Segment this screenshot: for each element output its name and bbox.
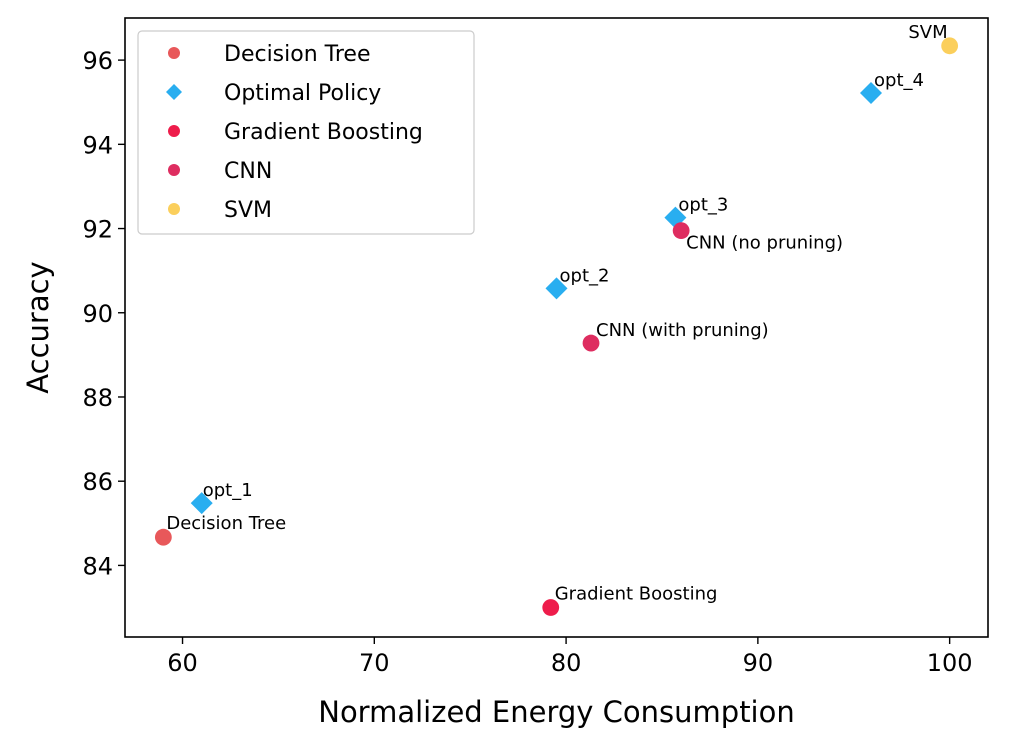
data-point [542, 599, 560, 616]
data-point [154, 528, 172, 546]
point-annotation: SVM [908, 22, 947, 43]
x-tick-label: 100 [927, 649, 973, 677]
data-point [941, 37, 959, 55]
legend-marker [166, 84, 182, 100]
plot-layer: Decision Tree opt_1 opt_2 opt_3 opt_4 Gradien… [124, 17, 989, 638]
y-axis-label: Accuracy [21, 261, 55, 393]
x-tick-label: 60 [167, 649, 198, 677]
y-tick-label: 94 [82, 131, 113, 159]
legend-entry: Decision Tree [224, 42, 371, 67]
y-tick-label: 90 [82, 300, 113, 328]
data-point [545, 277, 568, 300]
legend: Decision Tree Optimal Policy Gradient Boos… [137, 30, 475, 235]
data-point [860, 81, 883, 104]
legend-entry: CNN [224, 159, 272, 184]
data-point [582, 334, 600, 352]
ticks-layer: 60 70 80 90 100 84 86 88 90 92 94 96 [82, 47, 972, 677]
point-annotation: opt_2 [560, 265, 610, 286]
legend-entry: Gradient Boosting [224, 120, 423, 145]
data-point [672, 222, 690, 240]
x-tick-label: 80 [551, 649, 582, 677]
x-axis-label: Normalized Energy Consumption [318, 695, 795, 729]
y-tick-label: 88 [82, 384, 113, 412]
legend-entry: Optimal Policy [224, 81, 381, 106]
point-annotation: opt_4 [874, 70, 924, 91]
point-annotation: Decision Tree [166, 513, 286, 534]
legend-marker [168, 47, 180, 59]
plot-frame [124, 17, 989, 638]
legend-box [137, 30, 475, 235]
x-tick-label: 70 [359, 649, 390, 677]
point-annotation: opt_1 [203, 480, 253, 501]
legend-entry: SVM [224, 198, 272, 223]
point-annotation: CNN (no pruning) [686, 233, 843, 254]
point-annotation: opt_3 [678, 195, 728, 216]
point-annotation: CNN (with pruning) [596, 320, 769, 341]
legend-marker [168, 203, 180, 215]
point-annotation: Gradient Boosting [555, 584, 718, 605]
y-tick-label: 92 [82, 216, 113, 244]
legend-marker [168, 164, 180, 176]
x-tick-label: 90 [743, 649, 774, 677]
y-tick-label: 96 [82, 47, 113, 75]
y-tick-label: 86 [82, 468, 113, 496]
legend-marker [168, 125, 180, 137]
y-tick-label: 84 [82, 552, 113, 580]
data-point [190, 492, 213, 515]
